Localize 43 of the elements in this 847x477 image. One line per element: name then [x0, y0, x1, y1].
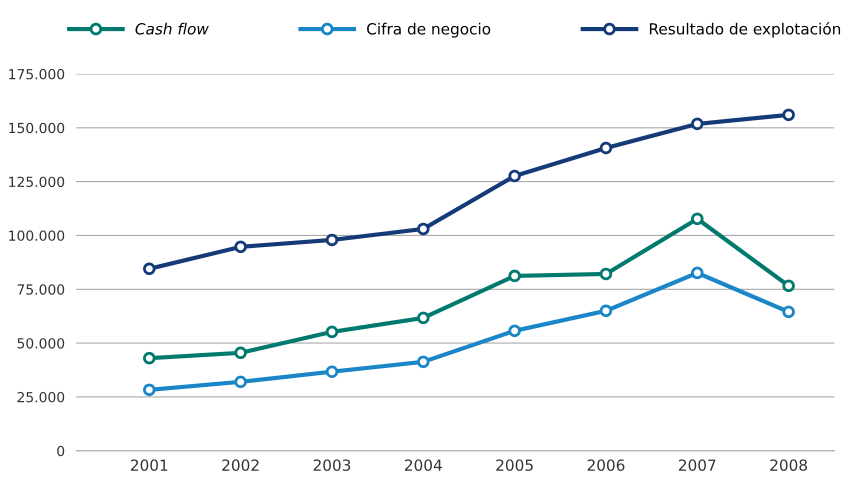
- x-tick-label: 2001: [130, 459, 168, 471]
- y-tick-label: 75.000: [18, 284, 64, 295]
- point: [782, 280, 795, 292]
- y-tick-label: 100.000: [9, 230, 64, 241]
- point: [508, 270, 521, 282]
- point: [326, 326, 338, 338]
- point: [143, 384, 156, 396]
- x-tick-label: 2007: [678, 459, 716, 471]
- point: [691, 212, 704, 226]
- point: [691, 266, 704, 280]
- y-tick-label: 125.000: [9, 176, 64, 188]
- point: [417, 356, 430, 368]
- y-tick-label: 175.000: [9, 68, 64, 80]
- point: [508, 170, 521, 182]
- y-tick-label: 50.000: [18, 338, 64, 349]
- point: [234, 346, 247, 360]
- point: [600, 304, 612, 318]
- point: [417, 312, 430, 324]
- x-tick-label: 2008: [770, 459, 808, 471]
- y-tick-label: 150.000: [9, 122, 64, 134]
- legend-label: Cash flow: [136, 22, 209, 35]
- point: [782, 306, 795, 318]
- point: [691, 118, 704, 130]
- x-tick-label: 2002: [222, 459, 259, 471]
- x-tick-label: 2004: [404, 459, 442, 471]
- point: [417, 222, 430, 236]
- point: [326, 234, 338, 246]
- point: [143, 262, 156, 276]
- legend-label: Resultado de explotación: [650, 22, 840, 38]
- x-tick-label: 2005: [496, 459, 533, 471]
- point: [782, 108, 795, 122]
- y-tick-label: 25.000: [18, 392, 64, 402]
- point: [234, 376, 247, 388]
- legend-label: Cifra de negocio: [367, 22, 490, 38]
- point: [508, 324, 521, 338]
- x-tick-label: 2006: [588, 459, 624, 471]
- point: [234, 240, 247, 254]
- point: [143, 352, 156, 364]
- point: [600, 268, 612, 280]
- point: [600, 142, 612, 154]
- y-tick-label: 0: [57, 446, 64, 456]
- point: [326, 365, 338, 378]
- x-tick-label: 2003: [314, 459, 350, 471]
